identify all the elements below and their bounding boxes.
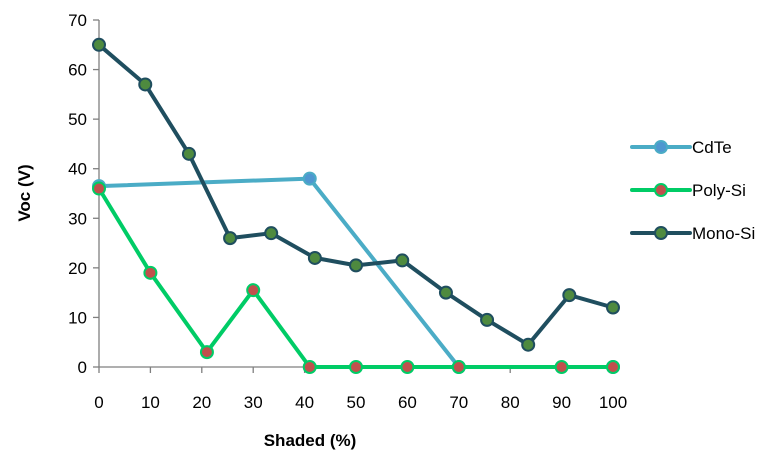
x-tick-label: 60: [398, 393, 417, 412]
y-tick-label: 20: [68, 259, 87, 278]
series-line-poly-si: [97, 186, 615, 369]
legend: CdTe Poly-Si Mono-Si: [630, 138, 755, 243]
y-axis-ticks: 0 10 20 30 40 50 60 70: [68, 11, 99, 377]
legend-label: Mono-Si: [692, 224, 755, 243]
series-layer: [92, 37, 620, 374]
data-point-poly-si: [143, 265, 158, 280]
legend-label: Poly-Si: [692, 181, 746, 200]
x-tick-label: 70: [449, 393, 468, 412]
x-tick-label: 20: [192, 393, 211, 412]
x-tick-label: 90: [552, 393, 571, 412]
legend-item-mono-si: Mono-Si: [630, 224, 755, 243]
data-point-mono-si: [480, 312, 495, 327]
data-point-poly-si: [199, 345, 214, 360]
legend-item-poly-si: Poly-Si: [630, 181, 746, 200]
legend-swatch-marker: [654, 183, 668, 197]
data-point-mono-si: [521, 337, 536, 352]
data-point-mono-si: [562, 288, 577, 303]
legend-swatch-marker: [654, 226, 668, 240]
y-tick-label: 10: [68, 308, 87, 327]
data-point-cdte: [302, 171, 317, 186]
x-axis-title: Shaded (%): [264, 431, 357, 450]
legend-item-cdte: CdTe: [630, 138, 732, 157]
data-point-mono-si: [606, 300, 620, 315]
data-point-mono-si: [264, 226, 279, 241]
x-tick-label: 50: [347, 393, 366, 412]
data-point-mono-si: [181, 146, 196, 161]
data-point-mono-si: [307, 250, 322, 265]
data-point-mono-si: [92, 37, 106, 52]
series-cdte: [92, 171, 620, 374]
y-tick-label: 30: [68, 209, 87, 228]
series-line-mono-si: [97, 42, 615, 347]
y-tick-label: 40: [68, 160, 87, 179]
y-tick-label: 60: [68, 61, 87, 80]
series-mono-si: [92, 37, 620, 352]
data-point-mono-si: [223, 231, 238, 246]
data-point-poly-si: [400, 360, 415, 374]
data-point-mono-si: [349, 258, 363, 273]
data-point-mono-si: [438, 285, 453, 300]
x-tick-label: 100: [599, 393, 627, 412]
y-tick-label: 70: [68, 11, 87, 30]
series-poly-si: [92, 181, 620, 374]
data-point-mono-si: [395, 253, 410, 268]
legend-swatch-marker: [654, 140, 668, 154]
data-point-mono-si: [138, 77, 153, 92]
series-line-cdte: [97, 176, 615, 369]
data-point-poly-si: [451, 360, 466, 374]
data-point-poly-si: [92, 181, 106, 196]
y-axis-title: Voc (V): [15, 164, 34, 221]
x-tick-label: 40: [295, 393, 314, 412]
y-tick-label: 0: [78, 358, 87, 377]
x-tick-label: 80: [501, 393, 520, 412]
x-tick-label: 0: [94, 393, 103, 412]
y-tick-label: 50: [68, 110, 87, 129]
data-point-poly-si: [606, 360, 620, 374]
data-point-poly-si: [554, 360, 569, 374]
data-point-poly-si: [302, 360, 317, 374]
data-point-poly-si: [246, 283, 261, 298]
x-axis-ticks: 0 10 20 30 40 50 60 70 80 90 100: [94, 367, 627, 412]
data-point-poly-si: [349, 360, 363, 374]
legend-label: CdTe: [692, 138, 732, 157]
x-tick-label: 30: [244, 393, 263, 412]
x-tick-label: 10: [141, 393, 160, 412]
